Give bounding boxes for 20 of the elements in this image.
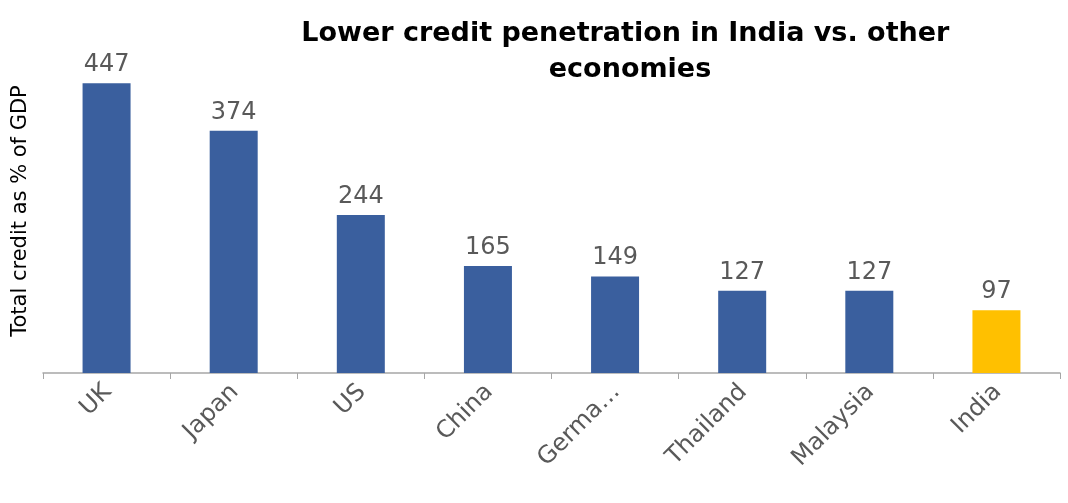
data-label: 127 <box>846 256 893 285</box>
data-label: 97 <box>981 276 1012 305</box>
chart-title: Lower credit penetration in India vs. other economies <box>301 15 959 83</box>
bar <box>972 310 1021 373</box>
y-axis-title: Total credit as % of GDP <box>6 85 31 338</box>
data-label: 149 <box>592 242 638 271</box>
bar <box>718 290 767 373</box>
data-label: 374 <box>210 96 257 125</box>
data-label: 447 <box>83 49 130 78</box>
data-label: 244 <box>337 180 384 209</box>
data-label: 127 <box>719 256 766 285</box>
x-tick-label: UK <box>73 376 118 421</box>
x-tick-label: US <box>327 377 371 421</box>
bar <box>209 130 258 373</box>
bar <box>82 83 131 373</box>
bar <box>845 290 894 373</box>
data-label: 165 <box>465 232 511 261</box>
bar <box>463 266 512 373</box>
bar <box>336 214 385 373</box>
bar <box>591 276 640 373</box>
